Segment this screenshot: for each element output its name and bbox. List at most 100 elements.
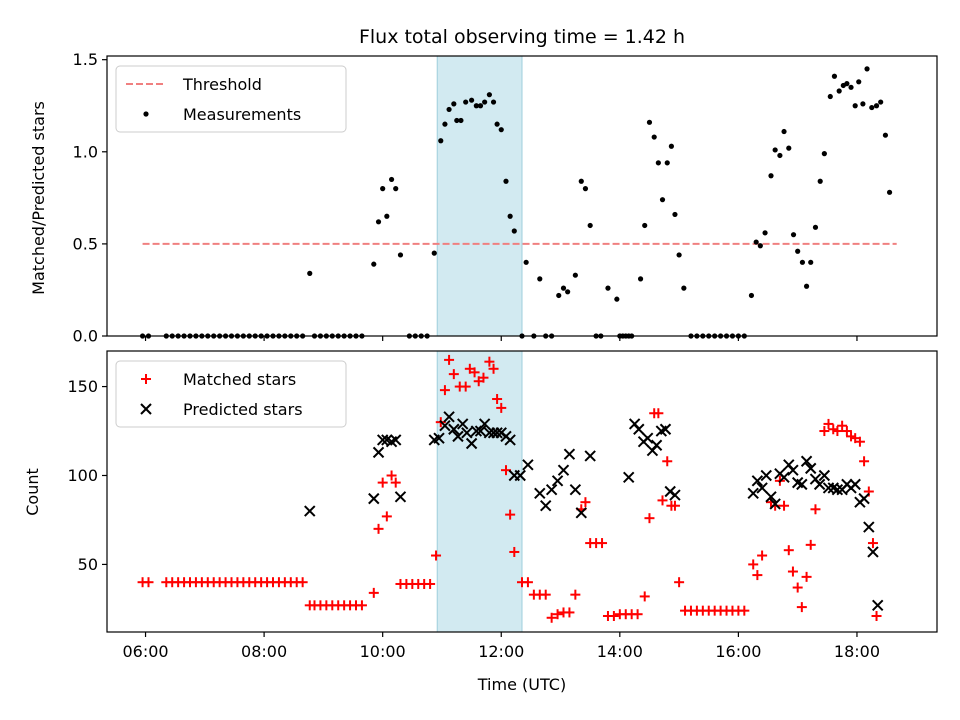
data-point	[859, 456, 870, 467]
data-point	[650, 439, 663, 451]
data-point	[580, 497, 591, 508]
data-point	[841, 426, 852, 437]
data-point	[659, 423, 672, 435]
data-point	[575, 507, 587, 519]
data-point	[817, 178, 823, 184]
data-point	[747, 487, 759, 499]
data-point	[795, 248, 801, 254]
data-point	[373, 523, 384, 534]
data-point	[854, 436, 865, 447]
data-point	[821, 151, 827, 157]
legend-label: Measurements	[183, 105, 301, 124]
top-ylabel: Matched/Predicted stars	[29, 101, 48, 295]
data-point	[578, 178, 584, 184]
data-point	[474, 425, 487, 437]
top-panel-frame: 0.0 0.5 1.0 1.5	[73, 50, 938, 346]
legend-label: Predicted stars	[183, 400, 303, 419]
data-point	[672, 211, 678, 218]
data-point	[356, 600, 367, 611]
observing-span-top	[436, 55, 523, 337]
data-point	[491, 427, 503, 439]
data-point	[384, 213, 390, 219]
data-point	[442, 121, 448, 127]
data-point	[540, 500, 552, 512]
data-point	[448, 369, 459, 380]
data-point	[368, 587, 379, 598]
data-point	[482, 99, 488, 105]
data-point	[431, 550, 442, 561]
y-tick-label: 1.0	[73, 142, 98, 161]
data-point	[545, 484, 558, 496]
data-point	[676, 252, 682, 258]
data-point	[486, 92, 492, 98]
data-point	[500, 465, 511, 476]
data-point	[757, 243, 763, 249]
y-tick-label: 1.5	[73, 50, 98, 69]
data-point	[372, 446, 385, 459]
data-point	[557, 464, 570, 476]
top-legend: Threshold Measurements	[115, 65, 347, 133]
legend-symbol	[143, 111, 149, 117]
legend-label: Matched stars	[183, 370, 296, 389]
data-point	[860, 101, 866, 107]
data-point	[448, 423, 460, 435]
data-point	[452, 430, 464, 443]
data-point	[433, 432, 445, 444]
axes-frame	[106, 350, 938, 633]
data-point	[443, 411, 455, 423]
series-predicted-stars	[304, 411, 884, 612]
data-point	[659, 197, 666, 203]
legend-symbol	[141, 374, 151, 384]
data-point	[523, 259, 529, 265]
data-point	[646, 119, 653, 125]
data-point	[478, 418, 491, 430]
data-point	[753, 239, 759, 245]
data-point	[681, 285, 687, 291]
data-point	[556, 292, 562, 299]
data-point	[534, 487, 546, 499]
data-point	[507, 213, 513, 219]
data-point	[371, 261, 377, 267]
x-tick-label: 08:00	[241, 642, 287, 661]
data-point	[808, 259, 814, 265]
data-point	[496, 402, 507, 413]
data-point	[664, 160, 670, 166]
axes-frame	[106, 55, 938, 337]
data-point	[494, 121, 500, 127]
data-point	[787, 464, 799, 476]
data-point	[390, 477, 401, 488]
data-point	[394, 491, 407, 503]
data-point	[632, 609, 643, 620]
data-point	[882, 132, 889, 138]
data-point	[388, 176, 395, 183]
legend-box	[115, 360, 347, 428]
data-point	[390, 434, 402, 446]
data-point	[653, 408, 664, 419]
data-point	[570, 589, 581, 600]
data-point	[509, 546, 520, 557]
data-point	[878, 99, 884, 105]
data-point	[799, 259, 806, 265]
data-point	[633, 423, 645, 435]
data-point	[779, 500, 790, 511]
data-point	[484, 356, 495, 367]
data-point	[669, 489, 681, 501]
y-tick-label: 150	[67, 377, 98, 396]
data-point	[831, 484, 844, 496]
bottom-panel: 50 100 150 06:00 08:00 10:00 12:00 14:00 16:00 18…	[23, 350, 938, 661]
data-point	[514, 469, 526, 482]
data-point	[805, 539, 816, 550]
data-point	[605, 285, 611, 291]
data-point	[478, 372, 489, 383]
data-point	[569, 484, 582, 496]
data-point	[565, 289, 571, 295]
data-point	[563, 448, 576, 460]
data-point	[872, 599, 884, 612]
data-point	[818, 469, 831, 482]
data-point	[873, 103, 880, 109]
data-point	[307, 270, 313, 276]
data-point	[844, 81, 850, 87]
series-matched-stars	[137, 354, 882, 623]
data-point	[560, 285, 567, 291]
x-tick-label: 14:00	[597, 642, 643, 661]
